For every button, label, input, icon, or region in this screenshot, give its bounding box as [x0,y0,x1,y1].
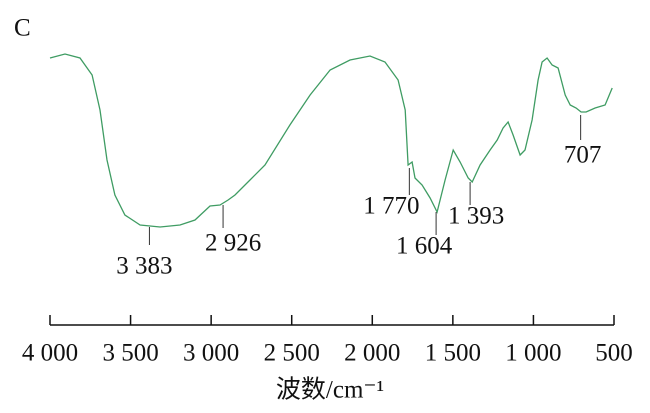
peak-label: 707 [564,142,602,169]
peak-label: 1 604 [396,233,453,260]
x-tick-label: 2 500 [264,340,320,367]
x-tick-label: 3 500 [102,340,158,367]
peak-label: 1 393 [448,203,504,230]
x-tick-label: 2 000 [344,340,400,367]
panel-label: C [14,15,31,42]
x-tick-label: 1 500 [425,340,481,367]
peak-label: 2 926 [205,230,261,257]
peak-label: 1 770 [363,193,419,220]
peak-label: 3 383 [116,253,172,280]
spectrum-line [49,53,613,228]
x-tick-label: 4 000 [22,340,78,367]
x-tick-label: 500 [595,340,633,367]
x-axis-label: 波数/cm⁻¹ [276,376,384,404]
x-tick-label: 1 000 [505,340,561,367]
x-tick-label: 3 000 [183,340,239,367]
